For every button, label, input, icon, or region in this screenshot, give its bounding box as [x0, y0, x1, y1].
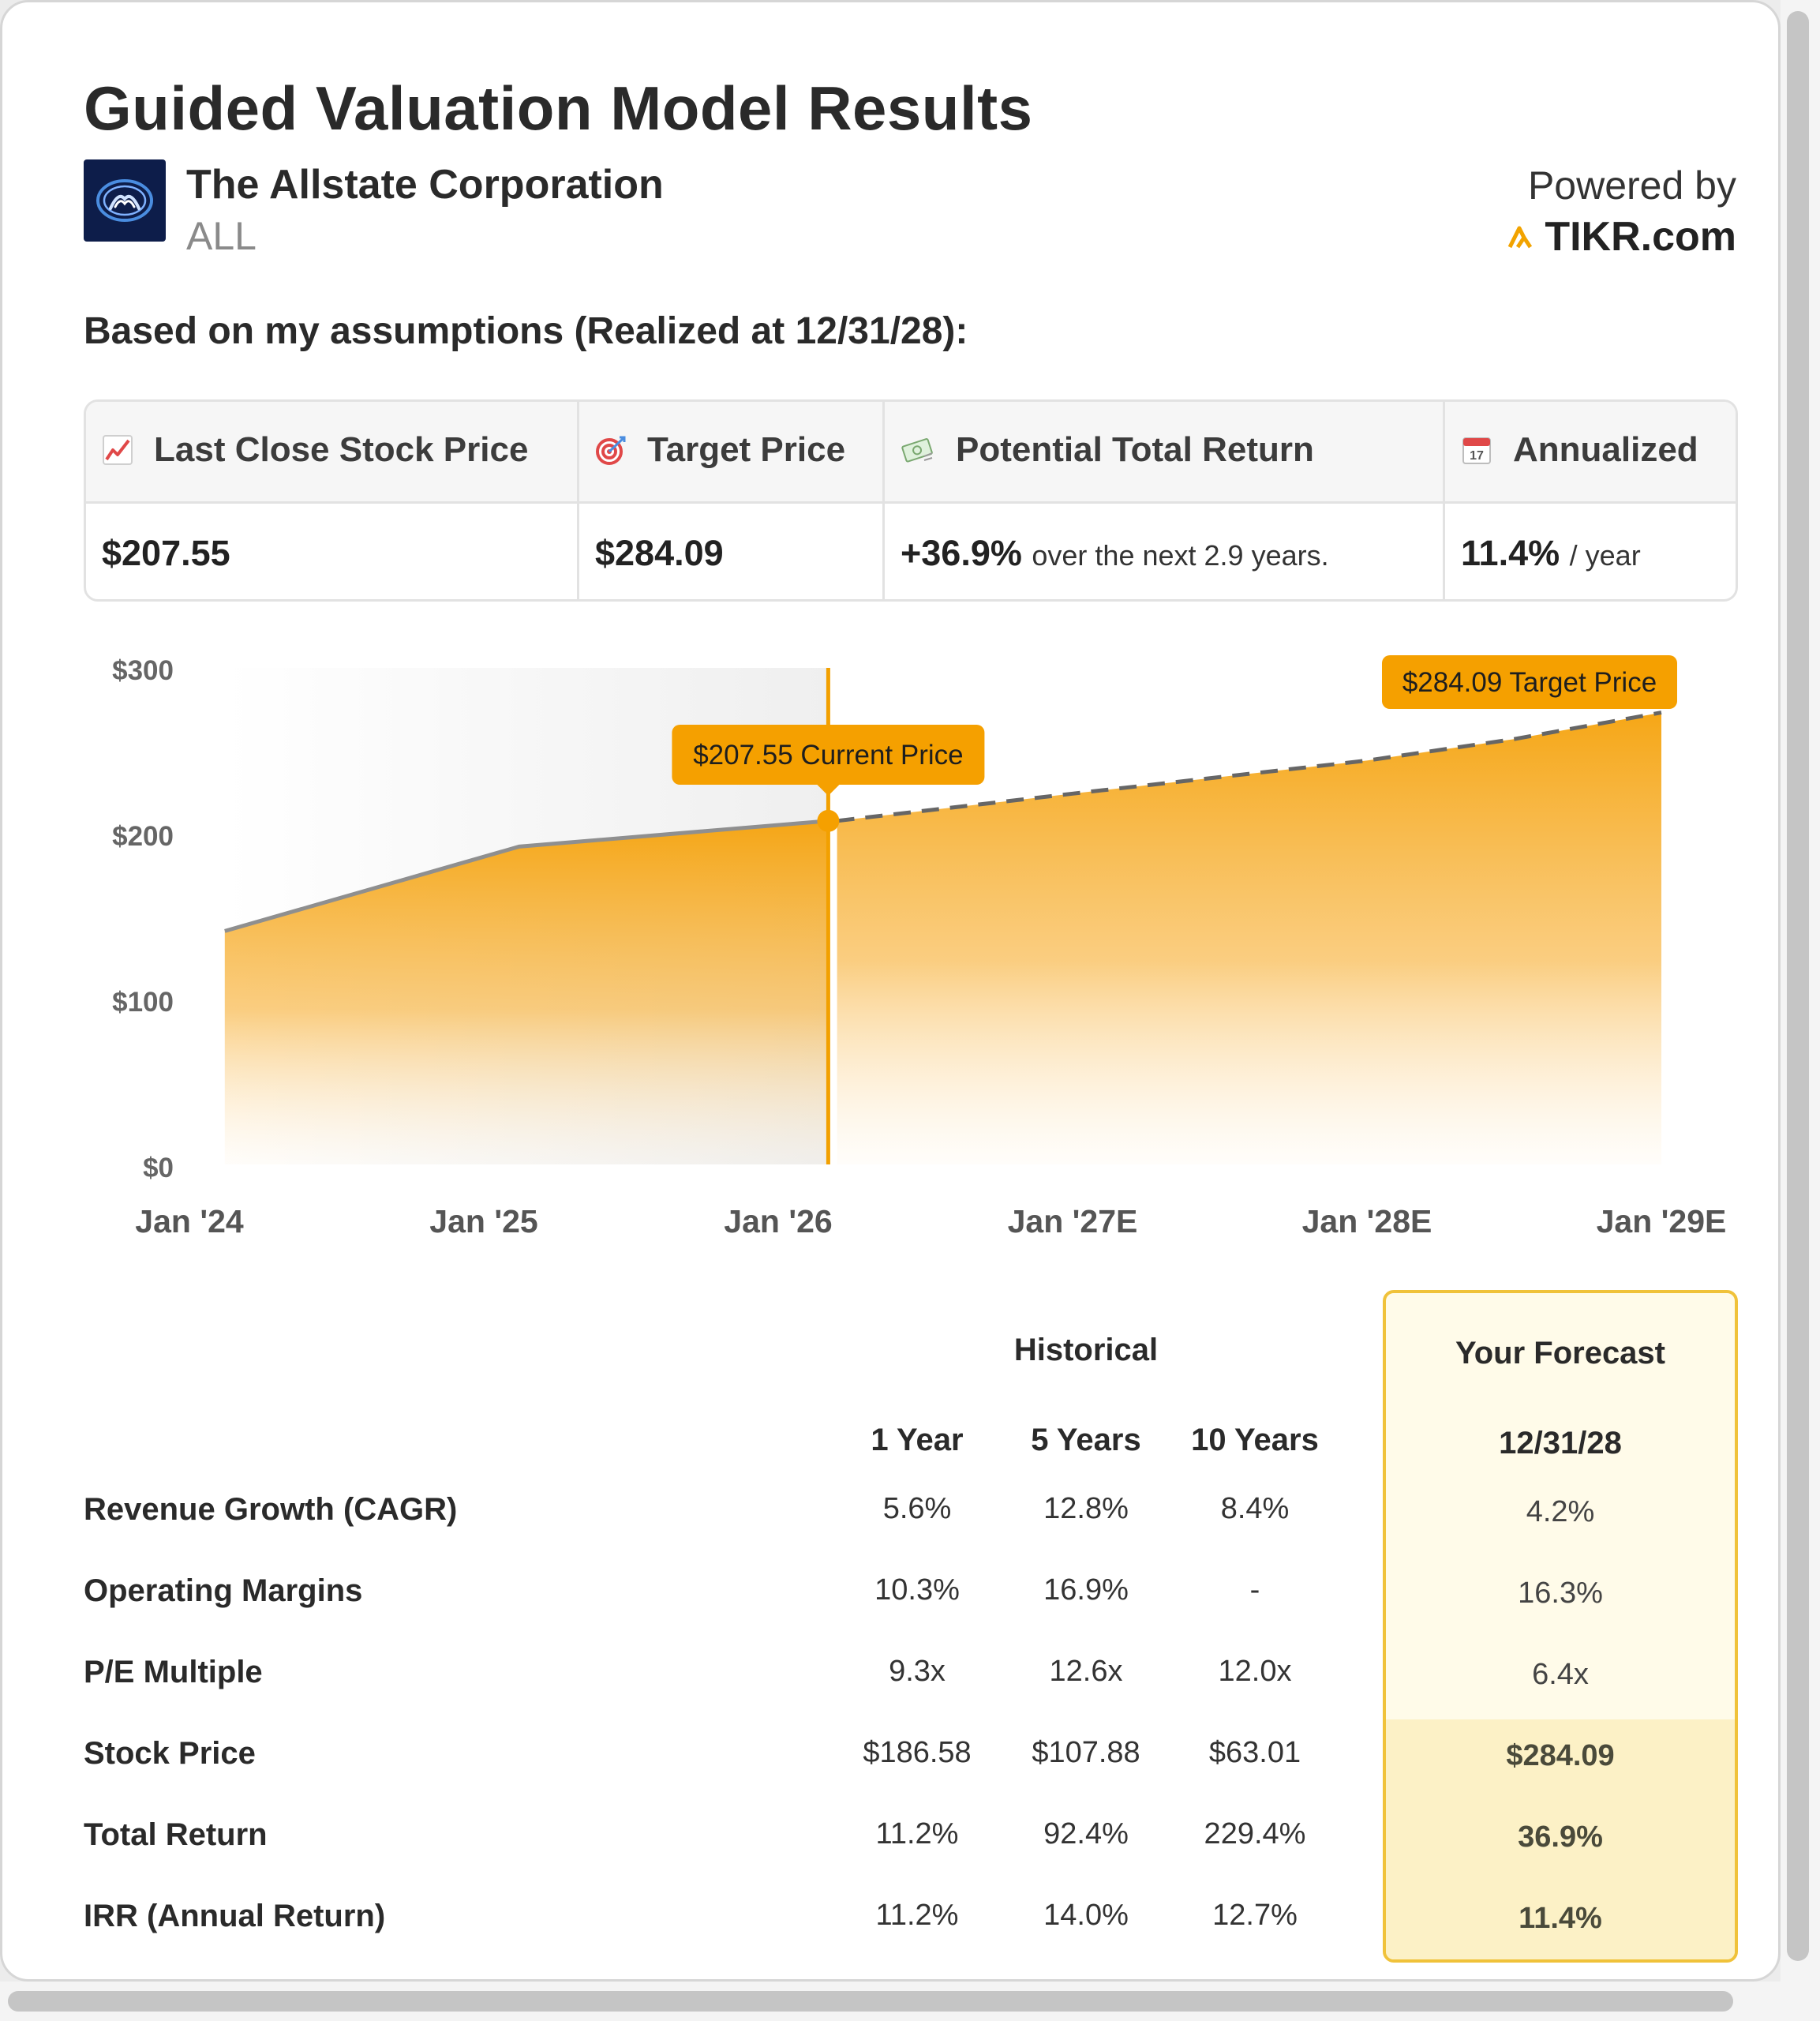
x-tick-label: Jan '26 — [724, 1203, 833, 1239]
historical-area — [224, 820, 829, 1164]
summary-label-last-close: Last Close Stock Price — [102, 430, 528, 470]
column-header-forecast-date: 12/31/28 — [1499, 1426, 1622, 1460]
summary-label-annualized: 17 Annualized — [1461, 430, 1698, 470]
current-price-point[interactable] — [817, 809, 840, 832]
historical-price-line — [224, 819, 829, 933]
table-cell: 9.3x — [889, 1655, 946, 1688]
summary-label-total-return: Potential Total Return — [901, 430, 1314, 470]
summary-table: Last Close Stock Price $207.55 Target Pr… — [84, 399, 1738, 602]
table-cell: 14.0% — [1043, 1899, 1129, 1932]
tikr-logo-icon — [1508, 226, 1533, 249]
column-header-10-years: 10 Years — [1191, 1423, 1319, 1457]
forecast-area — [837, 712, 1661, 1164]
y-tick-label: $100 — [112, 987, 174, 1018]
brand-link[interactable]: TIKR.com — [1507, 213, 1736, 261]
summary-value-last-close: $207.55 — [102, 533, 230, 573]
forecast-cell: 16.3% — [1518, 1577, 1603, 1610]
company-logo — [84, 159, 166, 242]
summary-value-annualized: 11.4% / year — [1461, 533, 1641, 573]
column-header-5-years: 5 Years — [1031, 1423, 1141, 1457]
summary-col-last-close: Last Close Stock Price $207.55 — [86, 402, 579, 599]
row-label-pe-multiple: P/E Multiple — [84, 1655, 263, 1689]
row-label-irr: IRR (Annual Return) — [84, 1899, 386, 1933]
brand-name: TIKR.com — [1545, 214, 1736, 260]
page-title: Guided Valuation Model Results — [84, 73, 1033, 143]
table-cell: 11.2% — [875, 1899, 959, 1932]
svg-text:$284.09 Target Price: $284.09 Target Price — [1402, 667, 1657, 698]
company-name: The Allstate Corporation — [186, 162, 664, 208]
historical-header: Historical — [1013, 1333, 1159, 1367]
current-price-tooltip: $207.55 Current Price — [672, 725, 985, 796]
x-tick-label: Jan '28E — [1301, 1203, 1432, 1239]
table-cell: - — [1249, 1573, 1260, 1607]
table-cell: 16.9% — [1043, 1573, 1129, 1607]
table-cell: 11.2% — [875, 1817, 959, 1850]
x-tick-label: Jan '25 — [429, 1203, 538, 1239]
calendar-icon: 17 — [1462, 437, 1491, 464]
price-chart: $207.55 Current Price $284.09 Target Pri… — [224, 655, 1677, 1164]
x-tick-label: Jan '24 — [135, 1203, 244, 1239]
y-tick-label: $200 — [112, 821, 174, 852]
forecast-highlight-band — [1386, 1719, 1735, 1959]
forecast-price-line — [837, 711, 1662, 823]
forecast-column-box — [1383, 1290, 1738, 1963]
summary-col-total-return: Potential Total Return +36.9% over the n… — [885, 402, 1445, 599]
forecast-cell: 11.4% — [1519, 1902, 1602, 1935]
table-cell: 12.8% — [1043, 1492, 1129, 1525]
y-tick-label: $0 — [143, 1153, 174, 1183]
money-icon — [901, 438, 933, 463]
forecast-cell: 6.4x — [1532, 1658, 1589, 1691]
forecast-cell: 4.2% — [1526, 1495, 1595, 1528]
table-cell: $107.88 — [1032, 1736, 1140, 1769]
table-cell: 5.6% — [882, 1492, 952, 1525]
vertical-scrollbar-thumb[interactable] — [1787, 11, 1809, 1961]
row-label-stock-price: Stock Price — [84, 1736, 256, 1771]
forecast-header: Your Forecast — [1455, 1336, 1665, 1370]
column-header-1-year: 1 Year — [871, 1423, 964, 1457]
svg-text:$207.55 Current Price: $207.55 Current Price — [693, 740, 963, 771]
powered-by-label: Powered by — [1527, 163, 1736, 208]
table-cell: 92.4% — [1043, 1817, 1129, 1850]
table-cell: $186.58 — [863, 1736, 972, 1769]
target-icon — [596, 436, 626, 465]
table-cell: 12.6x — [1049, 1655, 1123, 1688]
company-ticker: ALL — [186, 214, 257, 258]
assumptions-heading: Based on my assumptions (Realized at 12/… — [84, 310, 968, 352]
svg-text:17: 17 — [1470, 449, 1484, 463]
allstate-hands-icon — [96, 179, 153, 222]
table-cell: 229.4% — [1204, 1817, 1306, 1850]
chart-up-icon — [103, 435, 133, 465]
row-label-total-return: Total Return — [84, 1817, 268, 1852]
summary-col-annualized: 17 Annualized 11.4% / year — [1445, 402, 1736, 599]
horizontal-scrollbar-thumb[interactable] — [8, 1991, 1733, 2012]
summary-value-target: $284.09 — [595, 533, 724, 573]
y-tick-label: $300 — [112, 655, 174, 686]
table-cell: $63.01 — [1208, 1736, 1301, 1769]
summary-col-target: Target Price $284.09 — [579, 402, 885, 599]
summary-label-target: Target Price — [595, 430, 845, 470]
target-price-tooltip: $284.09 Target Price — [1382, 655, 1677, 709]
x-tick-label: Jan '29E — [1596, 1203, 1727, 1239]
summary-value-total-return: +36.9% over the next 2.9 years. — [901, 533, 1329, 573]
table-cell: 12.0x — [1218, 1655, 1292, 1688]
table-cell: 8.4% — [1220, 1492, 1290, 1525]
x-tick-label: Jan '27E — [1007, 1203, 1138, 1239]
forecast-cell: 36.9% — [1518, 1820, 1603, 1854]
row-label-operating-margins: Operating Margins — [84, 1573, 363, 1608]
forecast-cell: $284.09 — [1506, 1739, 1615, 1772]
table-cell: 10.3% — [874, 1573, 960, 1607]
row-label-revenue-growth: Revenue Growth (CAGR) — [84, 1492, 458, 1527]
table-cell: 12.7% — [1212, 1899, 1298, 1932]
